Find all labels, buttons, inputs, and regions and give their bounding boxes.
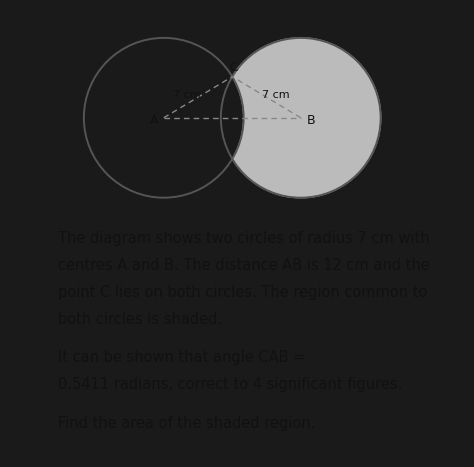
- Text: A: A: [150, 113, 158, 127]
- Text: B: B: [307, 113, 315, 127]
- Text: 7 cm: 7 cm: [173, 91, 201, 100]
- Text: Find the area of the shaded region.: Find the area of the shaded region.: [58, 416, 315, 431]
- Text: centres A and B. The distance AB is 12 cm and the: centres A and B. The distance AB is 12 c…: [58, 258, 429, 273]
- Text: both circles is shaded.: both circles is shaded.: [58, 312, 222, 327]
- Text: It can be shown that angle CAB =: It can be shown that angle CAB =: [58, 350, 305, 365]
- Text: point C lies on both circles. The region common to: point C lies on both circles. The region…: [58, 285, 427, 300]
- Text: C: C: [229, 61, 238, 74]
- Text: 7 cm: 7 cm: [262, 91, 290, 100]
- Polygon shape: [232, 38, 381, 198]
- Text: The diagram shows two circles of radius 7 cm with: The diagram shows two circles of radius …: [58, 231, 429, 246]
- Text: 0.5411 radians, correct to 4 significant figures.: 0.5411 radians, correct to 4 significant…: [58, 377, 402, 392]
